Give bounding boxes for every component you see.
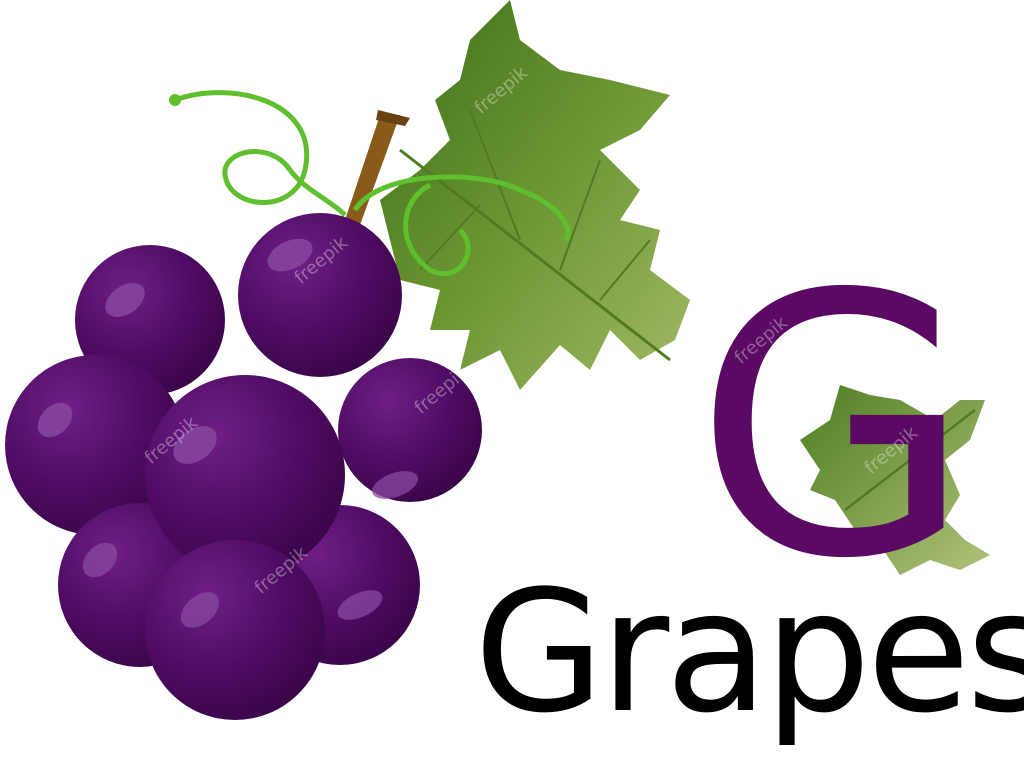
grape-leaf-small <box>800 385 990 575</box>
tendril <box>174 90 310 205</box>
tendril-right <box>352 174 571 242</box>
fruit-name: Grapes <box>474 554 1024 750</box>
grape-bunch <box>5 213 482 720</box>
alphabet-letter: G <box>694 218 973 637</box>
grape-stem <box>345 115 400 225</box>
